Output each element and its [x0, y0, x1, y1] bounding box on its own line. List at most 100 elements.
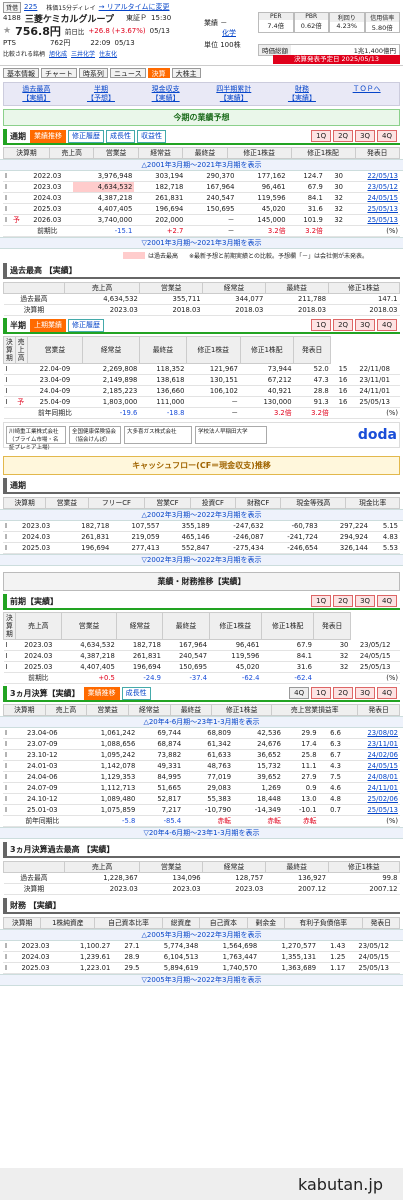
- tsuki-pill[interactable]: 業績推移: [30, 129, 66, 143]
- sector-link[interactable]: 化学: [222, 29, 236, 37]
- fin-nav-bottom[interactable]: ▽2005年3月期～2022年3月期を表示: [0, 974, 403, 986]
- cf-nav-top[interactable]: △2002年3月期～2022年3月期を表示: [0, 509, 403, 521]
- realtime-link[interactable]: → リアルタイムに変更: [98, 3, 170, 11]
- quarter-button[interactable]: 1Q: [311, 687, 332, 699]
- half-table: 決算期 売上高 営業益 経常益 最終益 修正1株益 修正1株配 発表日 I 22.04-09 2,2…: [3, 336, 400, 419]
- column-header: 営業CF: [144, 497, 191, 509]
- table-row: I 2025.03 196,694 277,413 552,847 -275,434 -24…: [3, 542, 400, 554]
- column-header: 最終益: [169, 704, 213, 716]
- quarter-button[interactable]: 4Q: [377, 595, 397, 607]
- column-header: 営業益: [45, 497, 89, 509]
- tsuki-pill[interactable]: 収益性: [137, 129, 166, 143]
- site-footer: kabutan.jp: [0, 1168, 403, 1200]
- column-header: 決算期: [2, 917, 42, 929]
- quarter-button[interactable]: 4Q: [377, 687, 397, 699]
- subnav-item[interactable]: ＴＯＰへ: [352, 85, 381, 93]
- zenki-bar: 前期【実績】 1Q 2Q 3Q 4Q: [3, 594, 400, 610]
- quarter-button[interactable]: 1Q: [311, 595, 332, 607]
- quarter-button[interactable]: 3Q: [355, 687, 376, 699]
- table-row: I 25.01-03 1,075,859 7,217 -10,790 -14,349 -10…: [3, 804, 400, 816]
- subnav-item[interactable]: 過去最高 【実績】: [22, 85, 51, 102]
- tsuki-pill[interactable]: 修正履歴: [68, 129, 104, 143]
- column-header: 売上営業損益率: [271, 704, 359, 716]
- table-row: I 23.07-09 1,088,656 68,874 61,342 24,676 17.4…: [3, 738, 400, 750]
- table-row: I 2024.03 4,387,218 261,831 240,547 119,596 84…: [3, 192, 400, 204]
- subnav-item[interactable]: 半期 【予想】: [86, 85, 115, 102]
- tab-3[interactable]: ニュース: [109, 68, 146, 78]
- ad-item[interactable]: 学校法人早稲田大学: [195, 426, 267, 444]
- column-header: 決算期: [3, 704, 46, 716]
- q3-pill[interactable]: 成長性: [121, 686, 151, 700]
- quarter-button[interactable]: 2Q: [333, 687, 354, 699]
- ad-item[interactable]: 川崎重工業株式会社（プライム市場・名証プレミア上場）: [6, 426, 66, 451]
- subnav-item[interactable]: 四半期累計 【実績】: [216, 85, 252, 102]
- quarter-button[interactable]: 1Q: [311, 319, 332, 331]
- ad-item[interactable]: 全国健康保険協会（協会けんぽ）: [69, 426, 121, 444]
- column-header: 売上高: [14, 612, 62, 640]
- compare-stock-link[interactable]: 住友化: [99, 50, 118, 58]
- q3-record-table: 売上高 営業益 経常益 最終益 修正1株益 過去最高 1,228,367 134,096 128…: [3, 861, 401, 895]
- compare-stock-link[interactable]: 三井化学: [71, 50, 96, 58]
- quarter-button[interactable]: 2Q: [333, 130, 354, 142]
- hanki-pill[interactable]: 上期業績: [30, 318, 66, 332]
- annual-nav-top[interactable]: △2001年3月期～2021年3月期を表示: [0, 159, 403, 171]
- column-header: 発表日: [354, 147, 400, 159]
- q3-pill[interactable]: 業績推移: [83, 686, 120, 700]
- column-header: 修正1株配: [260, 612, 315, 640]
- subnav-item[interactable]: 現金収支 【実績】: [151, 85, 180, 102]
- fin-nav-top[interactable]: △2005年3月期～2022年3月期を表示: [0, 929, 403, 941]
- table-row: I 23.04-06 1,061,242 69,744 68,809 42,536 29.9…: [3, 728, 400, 739]
- column-header: 修正1株益: [327, 861, 401, 873]
- hanki-title: 半期: [10, 320, 26, 330]
- tsuki-pill[interactable]: 成長性: [106, 129, 135, 143]
- hanki-pill[interactable]: 修正履歴: [68, 318, 104, 332]
- subnav-item[interactable]: 財務 【実績】: [287, 85, 316, 102]
- column-header: 修正1株益: [327, 282, 401, 294]
- prev-table: 決算期 売上高 営業益 経常益 最終益 修正1株益 修正1株配 発表日 I 2023.03 4,63…: [3, 612, 400, 684]
- annual-nav-bottom[interactable]: ▽2001年3月期～2021年3月期を表示: [0, 237, 403, 249]
- quarter-button[interactable]: 2Q: [333, 595, 354, 607]
- table-row: I 22.04-09 2,269,808 118,352 121,967 73,944 52…: [3, 363, 400, 375]
- column-header: 発表日: [313, 612, 351, 640]
- quarter-button[interactable]: 4Q: [377, 319, 397, 331]
- column-header: 決算期: [3, 336, 16, 364]
- quarter-button[interactable]: 3Q: [355, 595, 376, 607]
- main-tabs: 基本情報 チャート 時系列 ニュース 決算 大株主: [0, 66, 403, 80]
- column-header: 最終益: [182, 147, 228, 159]
- tab-0[interactable]: 基本情報: [3, 68, 39, 78]
- table-row: I 2025.03 1,223.01 29.5 5,894,619 1,740,570 1,…: [3, 962, 400, 974]
- column-header: 経常益: [202, 282, 266, 294]
- quarter-button[interactable]: 4Q: [289, 687, 310, 699]
- compare-label: 比較される銘柄: [3, 50, 46, 58]
- doda-logo[interactable]: doda: [357, 427, 397, 443]
- column-header: 最終益: [138, 336, 187, 364]
- prev-row: 前年同期比 -5.8 -85.4 赤転 赤転 赤転 (%): [3, 815, 400, 827]
- ad-banner[interactable]: 川崎重工業株式会社（プライム市場・名証プレミア上場） 全国健康保険協会（協会けんぽ…: [3, 422, 400, 451]
- cf-nav-bottom[interactable]: ▽2002年3月期～2022年3月期を表示: [0, 554, 403, 566]
- quarter-button[interactable]: 1Q: [311, 130, 332, 142]
- q3-nav-top[interactable]: △20年4-6月期～23年1-3月期を表示: [0, 716, 403, 728]
- quarter-button[interactable]: 4Q: [377, 130, 397, 142]
- announce-date-banner[interactable]: 決算発表予定日 2025/05/13: [273, 55, 400, 64]
- column-header: 売上高: [63, 282, 141, 294]
- quarter-button[interactable]: 3Q: [355, 319, 376, 331]
- compare-stock-link[interactable]: 旭化成: [49, 50, 68, 58]
- q3-nav-bottom[interactable]: ▽20年4-6月期～23年1-3月期を表示: [0, 827, 403, 839]
- column-header: 自己資本: [199, 917, 248, 929]
- tab-2[interactable]: 時系列: [78, 68, 108, 78]
- column-header: 決算期: [3, 147, 50, 159]
- ad-item[interactable]: 大多喜ガス株式会社: [124, 426, 192, 444]
- quarter-button[interactable]: 2Q: [333, 319, 354, 331]
- tab-4[interactable]: 決算: [147, 68, 170, 78]
- column-header: 最終益: [264, 861, 329, 873]
- quote-time: 15:30: [151, 14, 172, 22]
- tab-5[interactable]: 大株主: [171, 68, 201, 78]
- favorite-star-icon[interactable]: ★: [3, 26, 12, 36]
- index-link[interactable]: 225: [24, 3, 38, 11]
- sector-block: 業績 － 化学 単位 100株: [204, 18, 241, 50]
- column-header: 営業益: [139, 861, 204, 873]
- table-row: I 2025.03 4,407,405 196,694 150,695 45,020 31.…: [3, 203, 400, 215]
- forecast-title: 今期の業績予想: [3, 109, 400, 126]
- quarter-button[interactable]: 3Q: [355, 130, 376, 142]
- tab-1[interactable]: チャート: [41, 68, 77, 78]
